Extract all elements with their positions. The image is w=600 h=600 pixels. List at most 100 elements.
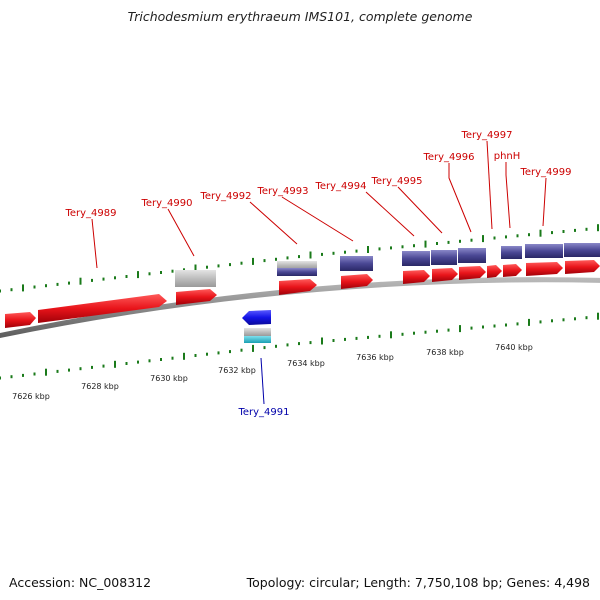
- gene-label-4995: Tery_4995: [370, 176, 422, 187]
- gene-label-phnH: phnH: [494, 151, 521, 162]
- major-tick: [22, 284, 24, 292]
- tick-label-7634: 7634 kbp: [287, 359, 325, 368]
- leader-4997: [486, 140, 493, 230]
- minor-tick: [240, 348, 243, 352]
- gene-label-4989: Tery_4989: [64, 208, 116, 219]
- gene-label-4994: Tery_4994: [314, 181, 366, 192]
- minor-tick: [413, 331, 415, 335]
- cds-arrow-4992: [279, 279, 317, 295]
- minor-tick: [56, 369, 59, 373]
- reverse-cds-track: [242, 310, 271, 343]
- purple-hit-4994: [402, 251, 430, 266]
- major-tick: [309, 251, 312, 259]
- purple-hit-4996: [458, 248, 486, 263]
- minor-tick: [194, 354, 197, 357]
- blast-hits-outer: [175, 243, 600, 287]
- leader-4991: [260, 357, 265, 405]
- minor-tick: [516, 322, 519, 326]
- minor-tick: [459, 239, 461, 243]
- major-tick: [597, 224, 599, 232]
- major-tick: [367, 246, 369, 253]
- minor-tick: [355, 249, 358, 253]
- minor-tick: [585, 316, 588, 320]
- major-tick: [79, 277, 82, 285]
- cds-arrow-5000: [565, 260, 600, 274]
- minor-tick: [171, 356, 174, 360]
- minor-tick: [298, 255, 300, 259]
- minor-tick: [56, 282, 59, 286]
- tick-label-7640: 7640 kbp: [495, 343, 533, 352]
- gene-label-4997: Tery_4997: [460, 130, 512, 141]
- minor-tick: [217, 351, 220, 355]
- minor-tick: [286, 343, 289, 347]
- gene-label-4990: Tery_4990: [140, 198, 192, 209]
- minor-tick: [79, 367, 82, 371]
- major-tick: [194, 264, 197, 272]
- minor-tick: [505, 235, 507, 239]
- minor-tick: [413, 244, 415, 248]
- forward-cds-track: [5, 260, 600, 328]
- minor-tick: [91, 278, 93, 282]
- minor-tick: [401, 332, 404, 336]
- major-tick: [321, 337, 323, 345]
- grey-hit-4991: [244, 328, 271, 336]
- minor-tick: [229, 263, 231, 267]
- cds-arrow-4999: [526, 262, 563, 276]
- minor-tick: [275, 257, 277, 261]
- purple-hit-4997: [501, 246, 522, 259]
- minor-tick: [206, 265, 208, 269]
- minor-tick: [206, 352, 208, 356]
- gene-label-4992: Tery_4992: [199, 191, 251, 202]
- gene-label-4996: Tery_4996: [422, 152, 474, 163]
- tick-label-7632: 7632 kbp: [218, 366, 256, 375]
- minor-tick: [114, 276, 116, 280]
- major-tick: [45, 368, 47, 376]
- minor-tick: [574, 228, 576, 232]
- minor-tick: [447, 328, 450, 332]
- purple-hit-4993: [340, 256, 373, 271]
- minor-tick: [33, 372, 36, 376]
- minor-tick: [344, 250, 346, 254]
- leader-4989: [91, 218, 98, 269]
- accession-text: Accession: NC_008312: [9, 575, 152, 590]
- minor-tick: [148, 359, 151, 363]
- minor-tick: [482, 325, 484, 329]
- minor-tick: [229, 350, 231, 354]
- purple-hit-4999a: [525, 244, 563, 258]
- major-tick: [482, 235, 484, 243]
- minor-tick: [309, 341, 312, 345]
- minor-tick: [160, 358, 162, 361]
- minor-tick: [390, 246, 392, 250]
- minor-tick: [240, 261, 243, 265]
- leader-4993: [281, 196, 354, 242]
- minor-tick: [321, 252, 323, 256]
- leader-4996: [448, 163, 472, 233]
- minor-tick: [171, 269, 174, 273]
- kbp-tick-labels: 7626 kbp 7628 kbp 7630 kbp 7632 kbp 7634…: [12, 343, 533, 401]
- minor-tick: [125, 362, 128, 365]
- minor-tick: [551, 319, 553, 323]
- minor-tick: [0, 289, 1, 293]
- minor-tick: [539, 320, 542, 324]
- minor-tick: [275, 344, 277, 348]
- tick-label-7630: 7630 kbp: [150, 374, 188, 383]
- tick-label-7628: 7628 kbp: [81, 382, 119, 391]
- cds-arrow-phnH: [503, 264, 522, 277]
- minor-tick: [436, 329, 438, 333]
- major-tick: [252, 344, 254, 352]
- minor-tick: [378, 334, 381, 338]
- minor-tick: [0, 376, 1, 380]
- minor-tick: [424, 330, 427, 334]
- minor-tick: [516, 234, 519, 238]
- minor-tick: [102, 277, 105, 281]
- minor-tick: [148, 272, 151, 276]
- minor-tick: [574, 317, 576, 321]
- grey-hit-4990: [175, 270, 216, 287]
- cds-arrow-4997: [487, 265, 502, 278]
- major-tick: [539, 229, 542, 237]
- major-tick: [137, 271, 139, 279]
- leader-4992: [249, 201, 298, 245]
- leader-4994: [365, 191, 415, 237]
